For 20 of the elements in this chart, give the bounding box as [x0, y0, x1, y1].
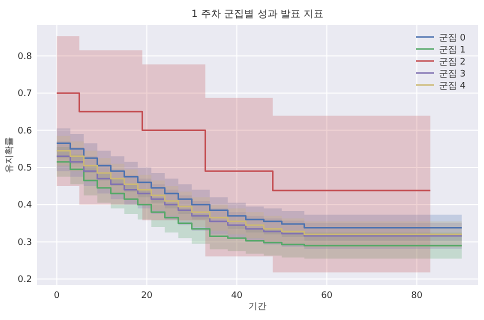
y-tick-label: 0.3 — [18, 238, 32, 248]
y-tick-label: 0.6 — [18, 126, 32, 136]
y-axis-title: 유지확률 — [5, 137, 15, 173]
x-tick-label: 60 — [321, 291, 333, 301]
x-tick-label: 40 — [231, 291, 243, 301]
x-tick-label: 80 — [411, 291, 423, 301]
y-tick-label: 0.2 — [18, 275, 32, 286]
legend-label: 군집 2 — [439, 58, 466, 68]
chart-title: 1 주차 군집별 성과 발표 지표 — [191, 9, 324, 20]
y-tick-label: 0.5 — [18, 163, 32, 174]
y-tick-label: 0.7 — [18, 89, 32, 100]
legend-label: 군집 4 — [439, 82, 466, 92]
legend-label: 군집 1 — [439, 46, 466, 56]
legend-label: 군집 0 — [439, 34, 466, 44]
x-axis-title: 기간 — [248, 302, 266, 312]
legend-label: 군집 3 — [439, 70, 466, 80]
x-tick-label: 20 — [141, 291, 153, 301]
y-tick-label: 0.4 — [18, 200, 32, 211]
x-tick-label: 0 — [54, 291, 60, 301]
y-tick-label: 0.8 — [18, 52, 32, 62]
